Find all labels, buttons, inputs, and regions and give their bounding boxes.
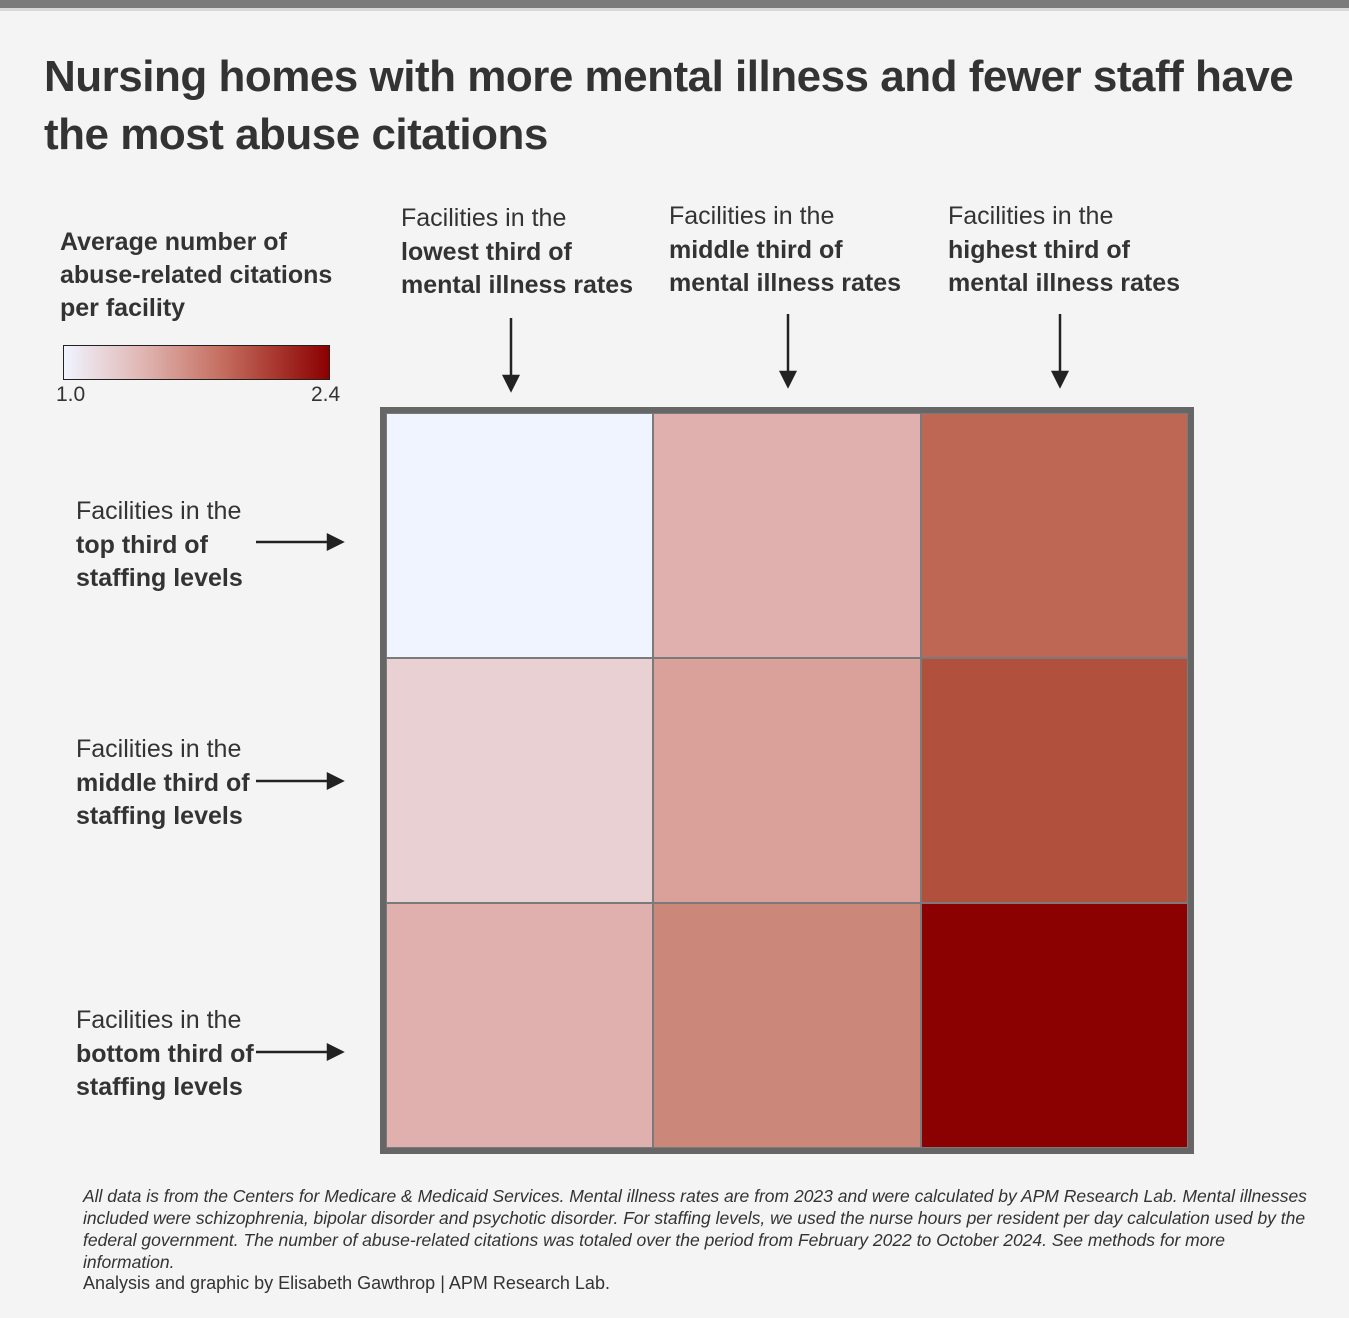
row-label-prefix: Facilities in the — [76, 497, 242, 525]
down-arrow-head-icon — [501, 374, 521, 393]
heatmap-grid — [380, 407, 1194, 1154]
right-arrow-head-icon — [326, 1042, 345, 1062]
row-label-top: Facilities in the top third of staffing … — [76, 495, 276, 596]
column-label-middle: Facilities in the middle third of mental… — [669, 200, 909, 301]
right-arrow-head-icon — [326, 771, 345, 791]
row-label-bottom: Facilities in the bottom third of staffi… — [76, 1004, 276, 1105]
heatmap-cell — [920, 413, 1188, 658]
heatmap-cell — [653, 903, 921, 1148]
footnote: All data is from the Centers for Medicar… — [83, 1186, 1307, 1272]
heatmap-cell — [386, 658, 654, 903]
top-rule — [0, 0, 1349, 8]
down-arrow-head-icon — [1050, 370, 1070, 389]
heatmap-cell — [386, 903, 654, 1148]
column-label-prefix: Facilities in the — [948, 202, 1114, 230]
column-label-bold: middle third of mental illness rates — [669, 235, 902, 298]
column-label-prefix: Facilities in the — [401, 204, 567, 232]
legend-title: Average number of abuse-related citation… — [60, 228, 333, 322]
legend-max-label: 2.4 — [311, 383, 341, 406]
legend-min-label: 1.0 — [56, 383, 86, 406]
row-label-bold: bottom third of staffing levels — [76, 1039, 254, 1102]
row-label-prefix: Facilities in the — [76, 1006, 242, 1034]
column-label-prefix: Facilities in the — [669, 202, 835, 230]
down-arrow-head-icon — [778, 370, 798, 389]
heatmap-cell — [920, 658, 1188, 903]
column-label-bold: highest third of mental illness rates — [948, 235, 1181, 298]
row-label-middle: Facilities in the middle third of staffi… — [76, 733, 276, 834]
row-label-bold: middle third of staffing levels — [76, 768, 250, 831]
row-label-bold: top third of staffing levels — [76, 530, 243, 593]
right-arrow-head-icon — [326, 532, 345, 552]
column-label-low: Facilities in the lowest third of mental… — [401, 202, 641, 303]
column-label-bold: lowest third of mental illness rates — [401, 237, 634, 300]
column-label-high: Facilities in the highest third of menta… — [948, 200, 1188, 301]
heatmap-cell — [386, 413, 654, 658]
heatmap-cell — [653, 658, 921, 903]
top-rule-secondary — [0, 8, 1349, 11]
heatmap-cell — [920, 903, 1188, 1148]
chart-title: Nursing homes with more mental illness a… — [44, 52, 1294, 159]
legend-color-ramp — [63, 345, 330, 380]
heatmap-cell — [653, 413, 921, 658]
row-label-prefix: Facilities in the — [76, 735, 242, 763]
credit-line: Analysis and graphic by Elisabeth Gawthr… — [83, 1273, 610, 1293]
